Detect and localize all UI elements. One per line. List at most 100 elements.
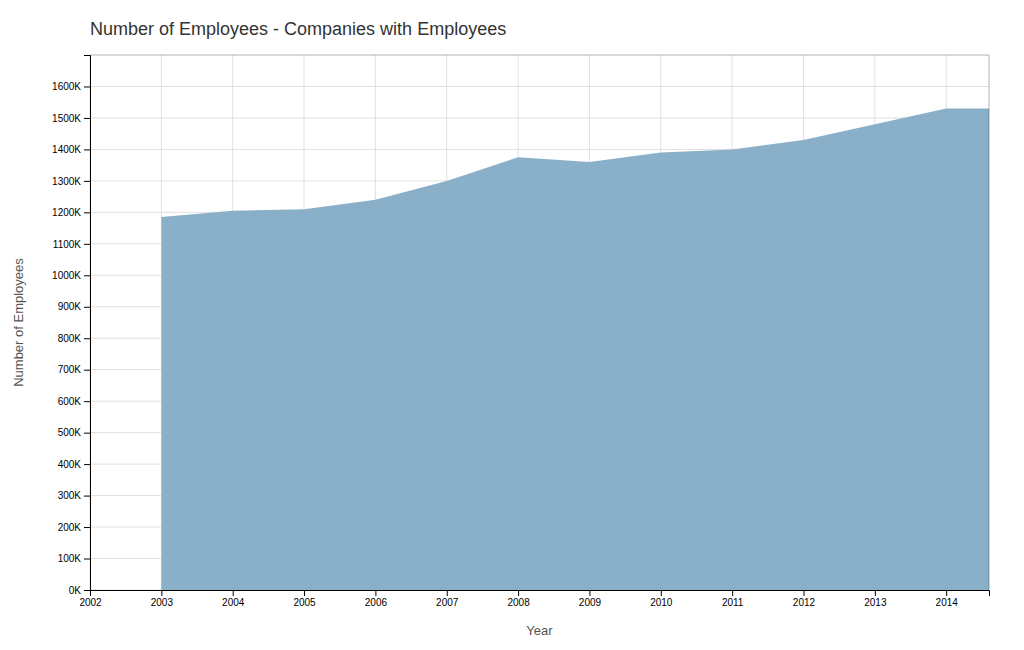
tick-mark (304, 590, 305, 596)
tick-mark (661, 590, 662, 596)
tick: 2012 (793, 590, 816, 608)
tick-mark (84, 464, 90, 465)
tick-label: 1600K (52, 81, 81, 92)
tick: 2008 (507, 590, 530, 608)
tick: 500K (58, 427, 90, 438)
tick-label: 700K (58, 364, 82, 375)
tick-label: 800K (58, 333, 82, 344)
tick: 2003 (151, 590, 174, 608)
x-axis-label: Year (526, 623, 553, 638)
tick-label: 2014 (936, 597, 959, 608)
tick-mark (84, 275, 90, 276)
tick: 1600K (52, 81, 90, 92)
tick: 2013 (864, 590, 887, 608)
tick-label: 1200K (52, 207, 81, 218)
title: Number of Employees - Companies with Emp… (90, 19, 506, 39)
tick-label: 400K (58, 459, 82, 470)
tick-label: 1400K (52, 144, 81, 155)
tick: 0K (69, 585, 90, 596)
tick-label: 1500K (52, 113, 81, 124)
frame (989, 55, 990, 590)
tick-mark (84, 401, 90, 402)
tick-label: 2003 (151, 597, 174, 608)
tick-mark (84, 212, 90, 213)
tick: 100K (58, 553, 90, 564)
tick-mark (84, 338, 90, 339)
y-axis: 0K 100K 200K 300K 400K 500K 600K 700K 800K 900K 10… (52, 56, 90, 596)
tick-label: 2010 (650, 597, 673, 608)
axis-line (84, 56, 91, 591)
tick-mark (84, 433, 90, 434)
tick-label: 2004 (222, 597, 245, 608)
tick: 2005 (293, 590, 316, 608)
marks (161, 109, 989, 591)
grid-line (90, 86, 989, 87)
grid-line (90, 117, 989, 118)
tick-label: 1100K (53, 239, 82, 250)
tick-mark (518, 590, 519, 596)
tick-label: 1300K (52, 176, 81, 187)
tick: 2007 (436, 590, 459, 608)
tick-mark (84, 496, 90, 497)
tick: 300K (58, 490, 90, 501)
tick: 900K (58, 301, 90, 312)
tick: 1500K (52, 113, 90, 124)
tick: 1100K (53, 239, 90, 250)
tick-mark (84, 590, 90, 591)
tick-mark (84, 181, 90, 182)
tick-label: 2008 (507, 597, 530, 608)
tick-mark (84, 118, 90, 119)
tick: 2010 (650, 590, 673, 608)
frame (90, 55, 989, 56)
tick-mark (161, 590, 162, 596)
tick: 2004 (222, 590, 245, 608)
tick-label: 100K (58, 553, 82, 564)
tick-label: 300K (58, 490, 82, 501)
tick: 1300K (52, 176, 90, 187)
tick-mark (732, 590, 733, 596)
tick: 2002 (79, 590, 102, 608)
tick: 800K (58, 333, 90, 344)
tick: 2014 (936, 590, 959, 608)
tick-label: 900K (58, 301, 82, 312)
tick-label: 2011 (722, 597, 744, 608)
tick-mark (84, 370, 90, 371)
x-axis: 2002 2003 2004 2005 2006 2007 2008 2009 2010 2011… (79, 590, 989, 608)
chart: 2002 2003 2004 2005 2006 2007 2008 2009 2010 2011… (0, 0, 1024, 650)
tick-mark (84, 86, 90, 87)
tick-mark (84, 149, 90, 150)
tick-label: 600K (58, 396, 82, 407)
tick: 2011 (722, 590, 744, 608)
tick: 2006 (365, 590, 388, 608)
tick-mark (84, 307, 90, 308)
grid (90, 55, 989, 590)
tick-label: 1000K (52, 270, 81, 281)
tick-label: 2013 (864, 597, 887, 608)
tick: 1000K (52, 270, 90, 281)
tick-label: 2002 (79, 597, 102, 608)
y-axis-label: Number of Employees (11, 258, 26, 387)
tick-label: 500K (58, 427, 82, 438)
tick: 2009 (579, 590, 602, 608)
tick-mark (803, 590, 804, 596)
tick-label: 2005 (293, 597, 316, 608)
tick-mark (375, 590, 376, 596)
tick-label: 200K (58, 522, 82, 533)
tick-label: 2009 (579, 597, 602, 608)
tick: 200K (58, 522, 90, 533)
plot: 2002 2003 2004 2005 2006 2007 2008 2009 2010 2011… (52, 55, 989, 608)
tick-mark (84, 527, 90, 528)
axis-line (91, 591, 990, 597)
tick-mark (447, 590, 448, 596)
tick-mark (84, 559, 90, 560)
tick-mark (875, 590, 876, 596)
tick: 600K (58, 396, 90, 407)
tick: 700K (58, 364, 90, 375)
tick-mark (589, 590, 590, 596)
tick-label: 0K (69, 585, 82, 596)
tick-label: 2006 (365, 597, 388, 608)
tick: 1200K (52, 207, 90, 218)
tick-mark (946, 590, 947, 596)
tick-mark (84, 244, 90, 245)
tick-mark (233, 590, 234, 596)
